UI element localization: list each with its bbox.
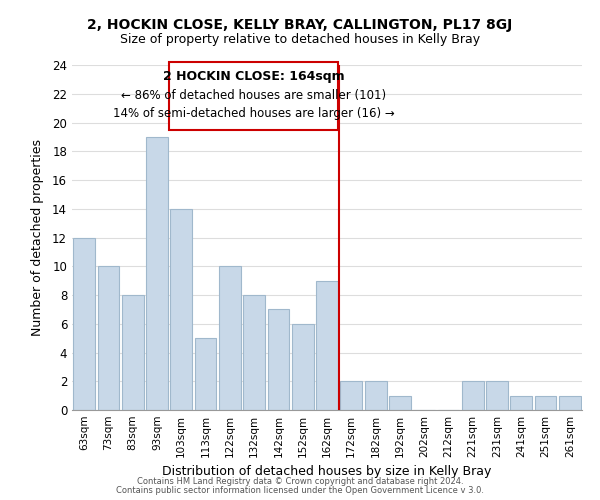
Text: Contains public sector information licensed under the Open Government Licence v : Contains public sector information licen… bbox=[116, 486, 484, 495]
Text: Size of property relative to detached houses in Kelly Bray: Size of property relative to detached ho… bbox=[120, 32, 480, 46]
Bar bbox=[170, 209, 192, 410]
Bar bbox=[73, 238, 95, 410]
FancyBboxPatch shape bbox=[169, 62, 338, 130]
X-axis label: Distribution of detached houses by size in Kelly Bray: Distribution of detached houses by size … bbox=[163, 466, 491, 478]
Bar bbox=[268, 310, 289, 410]
Bar bbox=[122, 295, 143, 410]
Text: Contains HM Land Registry data © Crown copyright and database right 2024.: Contains HM Land Registry data © Crown c… bbox=[137, 477, 463, 486]
Text: 2 HOCKIN CLOSE: 164sqm: 2 HOCKIN CLOSE: 164sqm bbox=[163, 70, 344, 83]
Bar bbox=[559, 396, 581, 410]
Text: 2, HOCKIN CLOSE, KELLY BRAY, CALLINGTON, PL17 8GJ: 2, HOCKIN CLOSE, KELLY BRAY, CALLINGTON,… bbox=[88, 18, 512, 32]
Bar bbox=[389, 396, 411, 410]
Bar bbox=[243, 295, 265, 410]
Y-axis label: Number of detached properties: Number of detached properties bbox=[31, 139, 44, 336]
Bar bbox=[316, 280, 338, 410]
Bar bbox=[486, 381, 508, 410]
Bar bbox=[219, 266, 241, 410]
Bar bbox=[462, 381, 484, 410]
Bar bbox=[340, 381, 362, 410]
Bar bbox=[535, 396, 556, 410]
Bar bbox=[511, 396, 532, 410]
Text: ← 86% of detached houses are smaller (101): ← 86% of detached houses are smaller (10… bbox=[121, 88, 386, 102]
Bar bbox=[365, 381, 386, 410]
Bar bbox=[97, 266, 119, 410]
Bar bbox=[146, 137, 168, 410]
Bar bbox=[292, 324, 314, 410]
Bar bbox=[194, 338, 217, 410]
Text: 14% of semi-detached houses are larger (16) →: 14% of semi-detached houses are larger (… bbox=[113, 108, 394, 120]
